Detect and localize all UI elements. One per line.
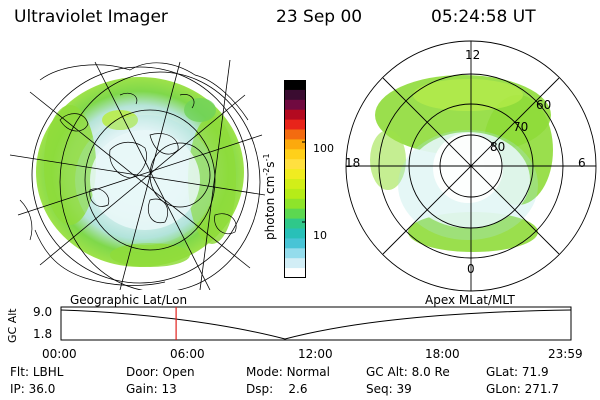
xtick-0000: 00:00	[42, 347, 77, 361]
filter-field: Flt: LBHL	[10, 365, 64, 379]
colorbar-segment	[284, 268, 306, 278]
colorbar-tick-100: 100	[313, 142, 334, 155]
colorbar-segment	[284, 238, 306, 249]
ip-field: IP: 36.0	[10, 382, 56, 396]
colorbar-segment	[284, 119, 306, 130]
xtick-0600: 06:00	[170, 347, 205, 361]
mlat-label-70: 70	[513, 120, 529, 134]
colorbar-segment	[284, 80, 306, 91]
mode-field: Mode: Normal	[246, 365, 330, 379]
colorbar-segment	[284, 89, 306, 101]
mlat-label-60: 60	[536, 98, 552, 112]
geographic-projection-map	[9, 59, 266, 290]
colorbar-segment	[284, 129, 306, 140]
colorbar-segment	[284, 179, 306, 190]
mlt-label-0: 0	[467, 262, 475, 276]
polar-grid	[345, 40, 597, 292]
gc-alt-axis-label: GC Alt	[6, 308, 19, 343]
observation-date: 23 Sep 00	[276, 7, 363, 27]
colorbar-border	[284, 80, 306, 278]
colorbar-segment	[284, 109, 306, 121]
gain-field: Gain: 13	[126, 382, 177, 396]
observation-time: 05:24:58 UT	[431, 7, 536, 27]
intensity-colorbar	[284, 80, 306, 278]
coastlines	[19, 62, 249, 286]
colorbar-segment	[284, 208, 306, 220]
colorbar-segment	[284, 228, 306, 239]
colorbar-segment	[284, 258, 306, 269]
mlt-label-18: 18	[345, 156, 361, 170]
glon-field: GLon: 271.7	[486, 382, 559, 396]
geographic-title: Geographic Lat/Lon	[70, 293, 188, 307]
colorbar-segment	[284, 139, 306, 150]
altitude-timeline	[60, 306, 572, 341]
glat-field: GLat: 71.9	[486, 365, 549, 379]
colorbar-segment	[284, 218, 306, 229]
colorbar-segment	[284, 159, 306, 170]
colorbar-segment	[284, 248, 306, 259]
colorbar-segment	[284, 188, 306, 200]
mlt-label-12: 12	[465, 48, 481, 62]
seq-field: Seq: 39	[366, 382, 412, 396]
xtick-1800: 18:00	[425, 347, 460, 361]
mlat-label-80: 80	[490, 140, 506, 154]
colorbar-segment	[284, 149, 306, 160]
geographic-grid	[9, 59, 266, 290]
xtick-1200: 12:00	[298, 347, 333, 361]
apex-title: Apex MLat/MLT	[425, 293, 515, 307]
colorbar-segment	[284, 169, 306, 180]
colorbar-tick-10: 10	[313, 229, 327, 242]
polar-mlat-mlt-plot	[345, 40, 597, 292]
dsp-field: Dsp: 2.6	[246, 382, 308, 396]
gc-alt-max: 9.0	[33, 305, 53, 319]
door-field: Door: Open	[126, 365, 195, 379]
xtick-2359: 23:59	[548, 347, 583, 361]
gc-alt-field: GC Alt: 8.0 Re	[366, 365, 450, 379]
gc-alt-min: 1.8	[33, 327, 53, 341]
mlt-label-6: 6	[578, 156, 586, 170]
colorbar-unit-label: photon cm-2s-1	[262, 153, 277, 240]
instrument-title: Ultraviolet Imager	[14, 7, 168, 27]
colorbar-segment	[284, 99, 306, 111]
colorbar-segment	[284, 198, 306, 210]
